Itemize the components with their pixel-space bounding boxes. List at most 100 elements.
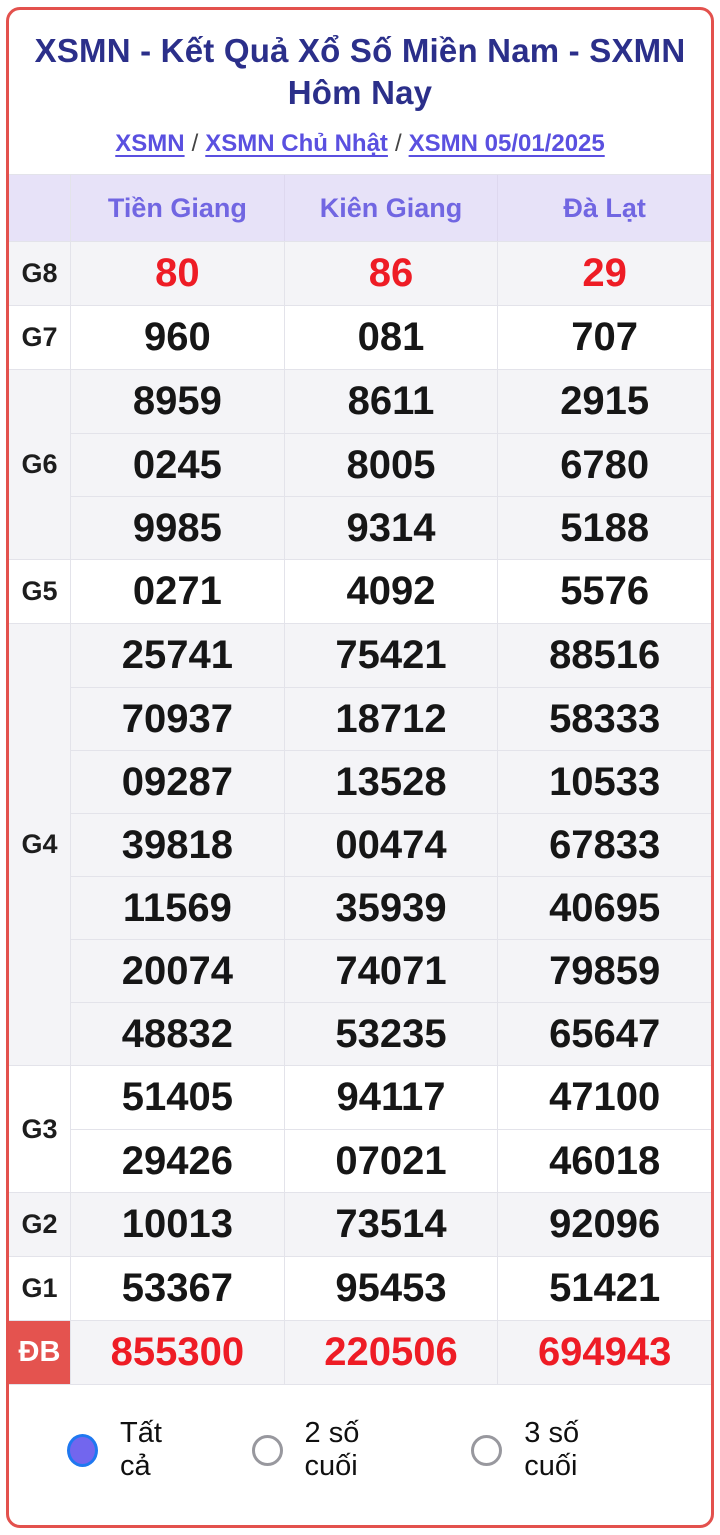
result-column: 10013 <box>71 1193 285 1257</box>
result-value: 70937 <box>71 687 284 750</box>
result-column: 95453 <box>285 1257 499 1321</box>
prize-row-g8: G8 80 86 29 <box>9 242 711 307</box>
breadcrumb-separator: / <box>191 130 199 158</box>
prize-label: G7 <box>9 306 71 370</box>
result-value: 48832 <box>71 1002 284 1065</box>
result-column: 94117 07021 <box>284 1066 499 1193</box>
prize-label: G5 <box>9 560 71 624</box>
result-value: 75421 <box>335 633 447 678</box>
result-value: 47100 <box>549 1075 661 1120</box>
prize-row-g1: G1 53367 95453 51421 <box>9 1257 711 1322</box>
result-value: 53235 <box>284 1002 498 1065</box>
result-value: 46018 <box>498 1129 711 1192</box>
result-value: 39818 <box>71 813 284 876</box>
result-value: 9314 <box>284 496 498 559</box>
prize-row-đb: ĐB 855300 220506 694943 <box>9 1321 711 1386</box>
result-column: 92096 <box>498 1193 711 1256</box>
result-column: 47100 46018 <box>498 1066 711 1192</box>
result-value: 10013 <box>121 1202 233 1247</box>
result-value: 58333 <box>498 687 711 750</box>
radio-selected-icon[interactable] <box>67 1433 98 1467</box>
result-value: 8005 <box>284 433 498 496</box>
prize-label: G4 <box>9 624 71 1066</box>
result-value: 73514 <box>335 1202 447 1247</box>
page-header: XSMN - Kết Quả Xổ Số Miền Nam - SXMN Hôm… <box>9 10 711 174</box>
result-value: 960 <box>143 315 211 360</box>
column-header-province[interactable]: Đà Lạt <box>563 192 646 223</box>
results-table: Tiền Giang Kiên Giang Đà Lạt G8 80 86 29 G7 960 0… <box>9 174 711 1386</box>
prize-label: G3 <box>9 1066 71 1193</box>
result-column: 86 <box>285 242 499 306</box>
result-value: 0245 <box>71 433 284 496</box>
breadcrumb-link-xsmn[interactable]: XSMN <box>115 130 185 158</box>
result-value: 92096 <box>549 1202 661 1247</box>
result-value: 0271 <box>132 569 222 614</box>
breadcrumb: XSMN / XSMN Chủ Nhật / XSMN 05/01/2025 <box>23 130 697 158</box>
result-column: 0271 <box>71 560 285 624</box>
result-value: 40695 <box>498 876 711 939</box>
radio-unselected-icon[interactable] <box>251 1434 283 1466</box>
result-column: 29 <box>498 242 711 305</box>
result-column: 220506 <box>285 1321 499 1385</box>
prize-row-g6: G6 8959 0245 9985 8611 8005 9314 2915 6780 5188 <box>9 370 711 561</box>
prize-row-g3: G3 51405 29426 94117 07021 47100 46018 <box>9 1066 711 1194</box>
prize-row-g5: G5 0271 4092 5576 <box>9 560 711 625</box>
breadcrumb-separator: / <box>394 130 402 158</box>
result-value: 2915 <box>560 379 650 424</box>
result-value: 6780 <box>498 433 711 496</box>
result-value: 95453 <box>335 1266 447 1311</box>
result-value: 80 <box>155 251 200 296</box>
result-value: 20074 <box>71 939 284 1002</box>
digit-filter-group: Tất cả 2 số cuối 3 số cuối <box>9 1385 711 1525</box>
result-column: 88516 58333 10533 67833 40695 79859 65647 <box>498 624 711 1065</box>
result-value: 94117 <box>336 1075 446 1120</box>
result-value: 5576 <box>560 569 650 614</box>
prize-label: ĐB <box>9 1321 71 1385</box>
result-value: 86 <box>368 251 414 296</box>
result-value: 11569 <box>71 876 284 939</box>
result-value: 9985 <box>71 496 284 559</box>
result-value: 220506 <box>324 1330 458 1375</box>
result-value: 8959 <box>132 379 222 424</box>
column-header-province[interactable]: Kiên Giang <box>285 175 499 242</box>
filter-option-last-3-digits[interactable]: 3 số cuối <box>471 1417 639 1483</box>
result-column: 2915 6780 5188 <box>498 370 711 559</box>
breadcrumb-link-xsmn-date[interactable]: XSMN 05/01/2025 <box>408 130 605 158</box>
result-value: 5188 <box>498 496 711 559</box>
result-value: 07021 <box>284 1129 498 1192</box>
result-column: 960 <box>71 306 285 370</box>
result-column: 75421 18712 13528 00474 35939 74071 53235 <box>284 624 499 1066</box>
result-column: 53367 <box>71 1257 285 1321</box>
result-value: 25741 <box>121 633 233 678</box>
filter-option-label: Tất cả <box>120 1417 162 1483</box>
column-header-province[interactable]: Tiền Giang <box>71 175 285 242</box>
result-value: 694943 <box>537 1330 672 1375</box>
filter-option-last-2-digits[interactable]: 2 số cuối <box>251 1417 420 1483</box>
filter-option-all[interactable]: Tất cả <box>67 1417 200 1483</box>
prize-label: G1 <box>9 1257 71 1321</box>
page-title: XSMN - Kết Quả Xổ Số Miền Nam - SXMN Hôm… <box>34 32 686 112</box>
breadcrumb-link-xsmn-chu-nhat[interactable]: XSMN Chủ Nhật <box>205 130 388 158</box>
result-value: 855300 <box>110 1330 245 1375</box>
result-column: 51405 29426 <box>71 1066 285 1193</box>
result-value: 8611 <box>347 379 435 424</box>
result-value: 18712 <box>284 687 498 750</box>
result-column: 8611 8005 9314 <box>284 370 499 560</box>
lottery-results-card: XSMN - Kết Quả Xổ Số Miền Nam - SXMN Hôm… <box>6 7 714 1529</box>
prize-row-g2: G2 10013 73514 92096 <box>9 1193 711 1258</box>
result-column: 25741 70937 09287 39818 11569 20074 48832 <box>71 624 285 1066</box>
result-value: 707 <box>571 315 639 360</box>
result-value: 13528 <box>284 750 498 813</box>
result-column: 081 <box>285 306 499 370</box>
result-value: 88516 <box>549 633 661 678</box>
radio-unselected-icon[interactable] <box>471 1434 503 1466</box>
prize-label: G8 <box>9 242 71 306</box>
result-value: 67833 <box>498 813 711 876</box>
result-value: 53367 <box>121 1266 233 1311</box>
filter-option-label: 3 số cuối <box>524 1417 580 1483</box>
result-value: 29 <box>582 251 627 296</box>
filter-option-label: 2 số cuối <box>304 1417 360 1483</box>
result-column: 8959 0245 9985 <box>71 370 285 560</box>
result-value: 4092 <box>346 569 436 614</box>
result-value: 10533 <box>498 750 711 813</box>
